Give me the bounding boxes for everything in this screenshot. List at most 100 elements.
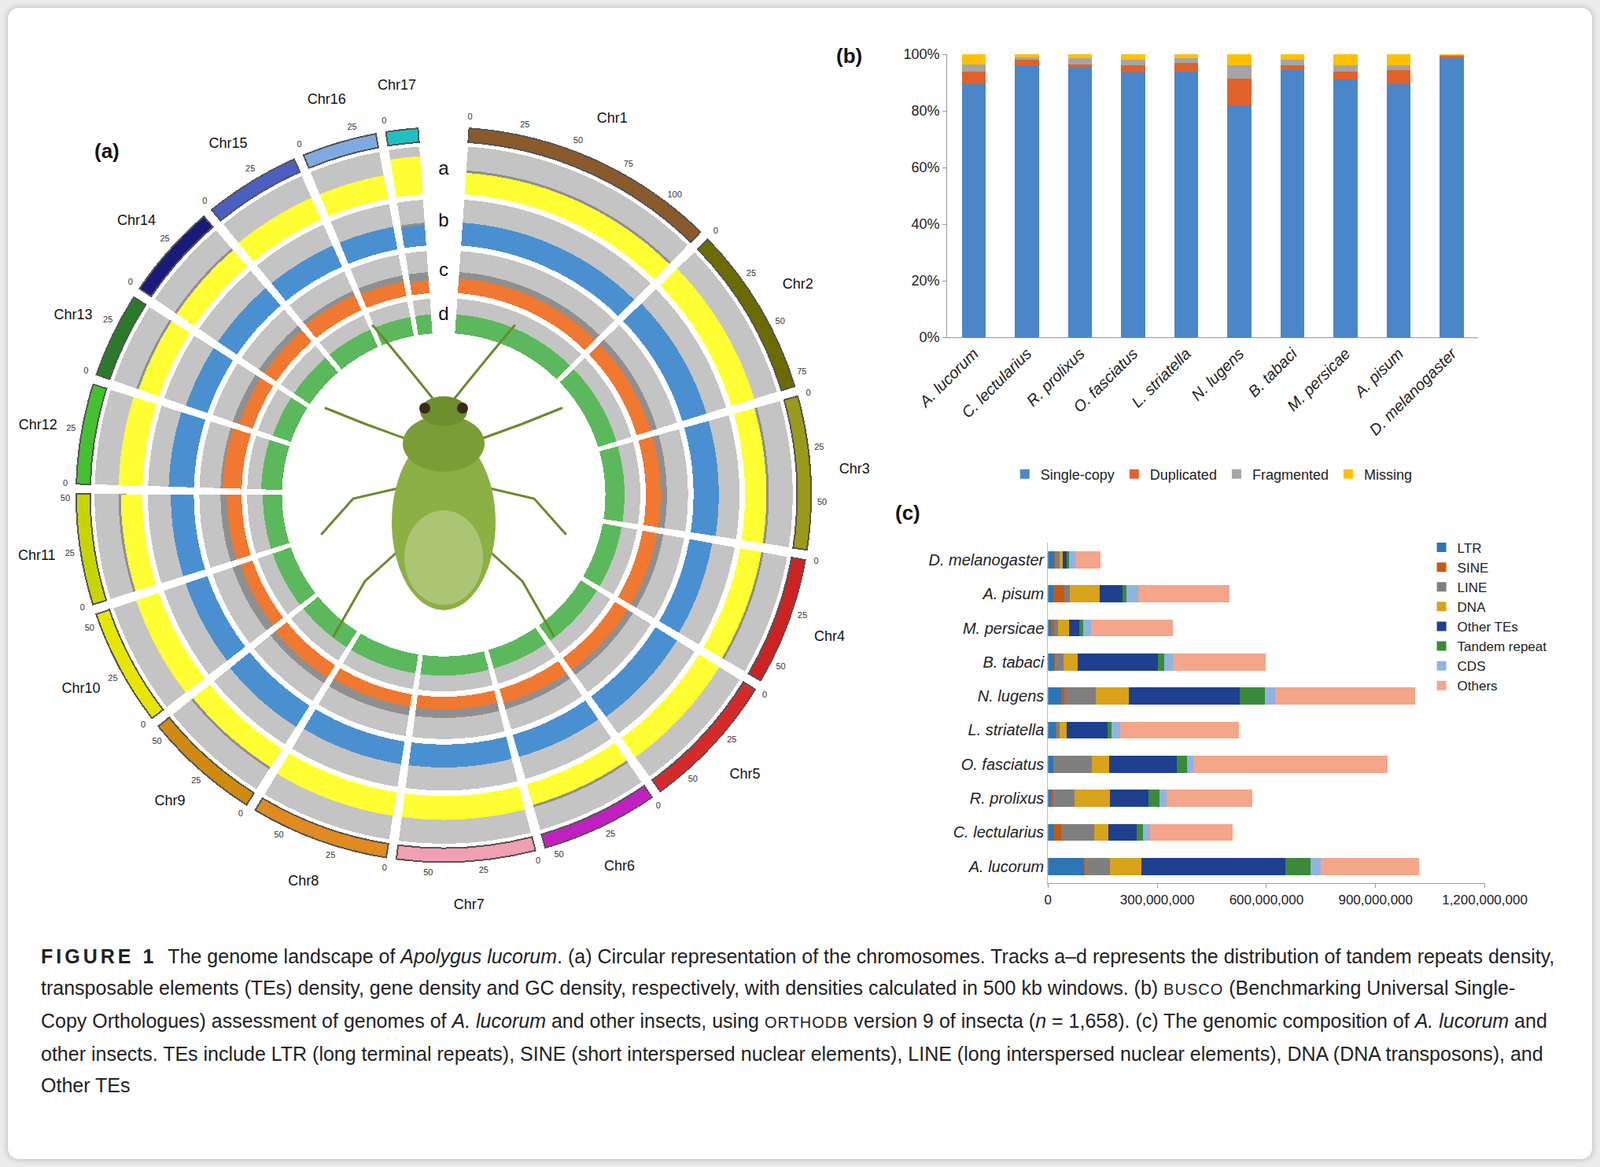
svg-text:25: 25 [346,121,357,132]
svg-text:0: 0 [140,719,146,730]
svg-text:80%: 80% [910,103,940,119]
svg-text:Tandem repeat: Tandem repeat [1457,639,1548,655]
svg-text:0: 0 [713,225,719,236]
svg-text:Chr6: Chr6 [604,858,635,874]
svg-text:50: 50 [151,736,162,746]
svg-text:N. lugens: N. lugens [977,687,1045,705]
svg-text:Chr13: Chr13 [54,306,93,323]
svg-text:Chr5: Chr5 [729,766,761,782]
svg-text:(c): (c) [895,501,921,525]
svg-text:DNA: DNA [1457,600,1487,616]
svg-text:100%: 100% [903,46,940,63]
svg-text:50: 50 [775,316,786,326]
svg-text:25: 25 [191,775,201,786]
svg-text:Chr2: Chr2 [782,276,814,292]
svg-text:D. melanogaster: D. melanogaster [1365,343,1460,439]
svg-text:25: 25 [746,268,756,278]
svg-text:O. fasciatus: O. fasciatus [961,755,1045,774]
svg-text:25: 25 [479,865,489,875]
svg-text:25: 25 [605,829,616,839]
svg-text:0: 0 [80,602,85,612]
svg-text:300,000,000: 300,000,000 [1120,892,1195,908]
svg-text:0: 0 [83,365,89,376]
svg-text:0: 0 [381,115,387,126]
svg-text:Chr3: Chr3 [839,460,871,477]
svg-text:Chr8: Chr8 [287,873,319,889]
svg-text:40%: 40% [910,216,940,233]
svg-text:Chr10: Chr10 [62,680,101,697]
svg-text:0: 0 [468,111,473,122]
svg-text:50: 50 [84,623,95,633]
svg-text:LTR: LTR [1457,541,1483,557]
svg-text:20%: 20% [910,272,940,289]
svg-text:SINE: SINE [1457,560,1490,576]
svg-text:Duplicated: Duplicated [1150,467,1217,483]
svg-text:1,200,000,000: 1,200,000,000 [1441,892,1528,908]
svg-text:600,000,000: 600,000,000 [1229,892,1305,908]
svg-text:0: 0 [382,862,388,873]
svg-text:0: 0 [805,387,811,398]
svg-text:25: 25 [814,442,824,452]
svg-text:50: 50 [423,867,433,878]
svg-text:25: 25 [159,233,170,244]
svg-text:Chr15: Chr15 [209,135,248,152]
svg-text:C. lectularius: C. lectularius [953,823,1045,841]
svg-text:50: 50 [775,661,786,671]
svg-text:0: 0 [813,556,819,566]
svg-text:0: 0 [297,139,303,149]
svg-text:25: 25 [797,610,808,620]
svg-text:C. lectularius: C. lectularius [958,344,1035,421]
svg-text:25: 25 [245,163,255,174]
svg-text:0: 0 [62,478,68,488]
svg-text:0: 0 [202,195,207,206]
svg-text:B. tabaci: B. tabaci [1244,344,1301,401]
svg-text:100: 100 [667,189,682,200]
svg-text:60%: 60% [910,159,940,176]
svg-text:b: b [438,209,449,231]
svg-text:50: 50 [688,774,698,784]
svg-text:50: 50 [60,493,71,503]
svg-text:50: 50 [817,497,827,507]
svg-text:Chr14: Chr14 [117,212,156,229]
svg-text:0: 0 [762,689,767,700]
svg-text:O. fasciatus: O. fasciatus [1069,344,1141,416]
svg-text:50: 50 [553,849,564,859]
svg-text:A. pisum: A. pisum [981,585,1044,603]
svg-text:CDS: CDS [1457,659,1486,675]
svg-text:L. striatella: L. striatella [1128,344,1195,411]
svg-text:Others: Others [1457,678,1498,694]
svg-text:50: 50 [273,829,284,840]
svg-text:A. lucorum: A. lucorum [968,858,1045,876]
svg-text:25: 25 [325,850,336,860]
svg-text:0: 0 [535,855,541,866]
svg-text:Chr16: Chr16 [307,91,347,107]
svg-text:0: 0 [128,276,133,287]
svg-text:75: 75 [623,158,634,169]
svg-text:Single-copy: Single-copy [1040,467,1115,483]
svg-text:25: 25 [519,119,530,130]
svg-text:L. striatella: L. striatella [968,721,1045,739]
svg-text:(a): (a) [94,139,120,163]
svg-text:c: c [438,258,449,281]
svg-text:a: a [438,157,450,179]
svg-text:25: 25 [107,673,118,683]
svg-text:A. lucorum: A. lucorum [915,344,982,411]
svg-text:25: 25 [66,423,76,433]
svg-text:D. melanogaster: D. melanogaster [929,551,1046,569]
svg-text:Fragmented: Fragmented [1252,467,1329,483]
svg-text:Chr17: Chr17 [377,77,417,93]
svg-text:25: 25 [726,734,737,745]
svg-text:0%: 0% [919,329,941,346]
svg-text:B. tabaci: B. tabaci [982,653,1044,671]
svg-text:R. prolixus: R. prolixus [969,789,1044,808]
svg-text:Chr9: Chr9 [154,792,186,809]
svg-text:25: 25 [103,314,113,325]
svg-text:0: 0 [656,800,661,811]
svg-text:Chr7: Chr7 [453,896,485,913]
svg-text:Chr1: Chr1 [597,110,628,126]
svg-text:25: 25 [65,548,75,558]
svg-text:900,000,000: 900,000,000 [1338,892,1413,908]
svg-text:50: 50 [573,135,583,145]
svg-text:A. pisum: A. pisum [1350,344,1407,401]
svg-text:M. persicae: M. persicae [1283,344,1354,415]
